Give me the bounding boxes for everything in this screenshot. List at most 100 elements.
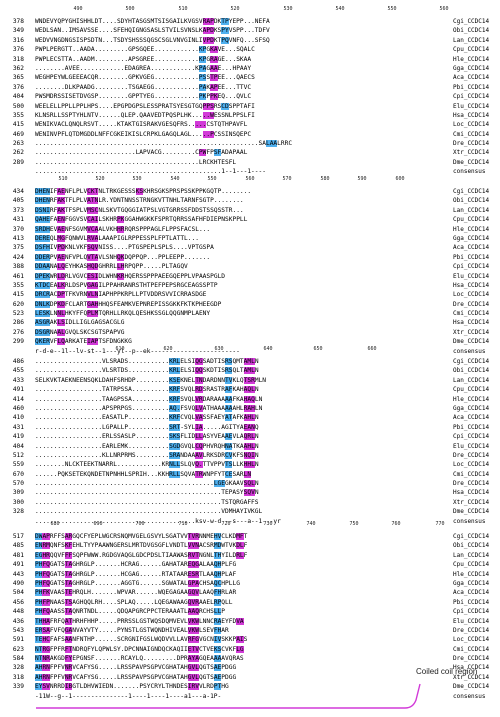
residue-position: 431: [12, 423, 24, 431]
sequence-text: DDAANALQEYHKASHQDGHRRLLHRPQPP.....PLTAGQ…: [35, 263, 188, 271]
position-ruler: 610 620 630 640 650 660: [0, 346, 500, 358]
sequence-row: 404 PWSMDRSSISETDVGSP........GPPTYEG.....…: [0, 92, 500, 101]
ruler-tick-label: 580: [320, 176, 330, 182]
residue-position: 448: [12, 608, 24, 616]
sequence-text: ..................KLLNRPRMS.........SRAN…: [35, 451, 259, 459]
sequence-row: 415 WENIKVACLQNQLRSVT.....KTAKTGISRAKVGES…: [0, 120, 500, 129]
sequence-name: Elu_CCDC14: [453, 442, 490, 450]
ruler-tick-label: 760: [391, 521, 401, 527]
sequence-name: Cmi_CCDC14: [453, 645, 490, 653]
sequence-text: DHENIFAENFLPLVCKTNLTRKGESSSKSKHRSGKSPRSP…: [35, 188, 252, 195]
sequence-row: 460 ..................APSPRPGS..........A…: [0, 404, 500, 413]
sequence-row: 490 PHFQGATSTAGHRGLP.......AGGTG......SGW…: [0, 579, 500, 588]
sequence-name: Dre_CCDC14: [453, 626, 490, 634]
sequence-name: Obi_CCDC14: [453, 367, 490, 375]
sequence-name: consensus: [453, 347, 486, 355]
sequence-row: 434 DHENIFAENFLPLVCKTNLTRKGESSSKSKHRSGKSP…: [0, 187, 500, 196]
sequence-row: 570.....................................…: [0, 479, 500, 488]
ruler-tick-label: 550: [207, 176, 217, 182]
sequence-row: 316 WEDVVNGDNGSISPSDTN...TSDYSHSSSQGSCSGL…: [0, 36, 500, 45]
sequence-row: 433 SELKVKTAEKNEENSQKLDAHFSRHDP.........K…: [0, 376, 500, 385]
sequence-row: 543 ERSAFVFQGANVAYVTY.....PYNSTLGSTWQNDHI…: [0, 626, 500, 635]
sequence-name: Cgi_CCDC14: [453, 188, 490, 195]
residue-position: 376: [12, 46, 24, 54]
sequence-name: Cpu_CCDC14: [453, 216, 490, 224]
sequence-name: Obi_CCDC14: [453, 27, 490, 35]
residue-position: 404: [12, 442, 24, 450]
residue-position: 318: [12, 55, 24, 63]
residue-position: 460: [12, 404, 24, 412]
ruler-tick-label: 600: [395, 176, 405, 182]
sequence-text: r-d-e--1l--lv-st--1---yl--p--ek---------…: [35, 347, 240, 355]
sequence-row: 376 PWPLPERGTT..AADA.........GPSGQEE.....…: [0, 45, 500, 54]
residue-position: 455: [12, 367, 24, 375]
sequence-text: WEELELLPPLLPPLHPS....EPGPDGPSLESSPRATSYE…: [35, 102, 255, 110]
sequence-row: 378 WNDEVYQPYGHISHHLDT....SDYHTASGSMTSISG…: [0, 17, 500, 26]
sequence-row: 419 ..................ERLSSASLP.........S…: [0, 432, 500, 441]
sequence-text: ..................EARLEMK...........SGDG…: [35, 442, 259, 450]
sequence-text: ERSAFVFQGANVAYVTY.....PYNSTLGSTWQNDHIVEA…: [35, 626, 229, 634]
sequence-text: ........................................…: [35, 140, 293, 148]
sequence-name: Hle_CCDC14: [453, 225, 490, 233]
residue-position: 375: [12, 244, 24, 252]
sequence-text: DSFHIVPDKNLVKFSQVNISS....PTGSPEPLSPLS...…: [35, 244, 214, 252]
sequence-name: Elu_CCDC14: [453, 102, 490, 110]
sequence-text: KLNSRLLSSPTYHLNTV......QLEP.QAAVEDTPQSPL…: [35, 111, 255, 119]
sequence-row: 436 THHAFRFQATHRHFHHP.....PRRSSLGSTWQSDQM…: [0, 617, 500, 626]
sequence-name: Hsa_CCDC14: [453, 319, 490, 327]
residue-position: 443: [12, 570, 24, 578]
sequence-row: 328 AHRNFPFVNRVCAFYSG.....LRSSPAVPSGPVCGH…: [0, 663, 500, 672]
sequence-row: 500 WEELELLPPLLPPLHPS....EPGPDGPSLESSPRAT…: [0, 102, 500, 111]
sequence-name: Hle_CCDC14: [453, 55, 490, 63]
sequence-name: Aca_CCDC14: [453, 244, 490, 252]
sequence-row: 415 DRCRACDPTFKVRNVLNIAPHPPKRPLLPTVDDRSVV…: [0, 290, 500, 299]
residue-position: 456: [12, 598, 24, 606]
sequence-name: Obi_CCDC14: [453, 197, 490, 205]
residue-position: 410: [12, 414, 24, 422]
residue-position: 491: [12, 561, 24, 569]
position-ruler: 680 690 700 710 720 730 740 750 760 770: [0, 521, 500, 533]
sequence-text: ........AVEE............EDAGREA.........…: [35, 64, 252, 72]
sequence-name: Cpi_CCDC14: [453, 433, 490, 441]
sequence-text: PHFQAASSTAQNRTNDL.....QDQAPGRCPPCTERAAAT…: [35, 608, 226, 616]
residue-position: 316: [12, 36, 24, 44]
sequence-text: QAHEFAENFGGVSVCAILSKHRPKGGAHWGKKFSPRTQRR…: [35, 216, 248, 224]
sequence-text: LESKLNNLHKYFFQPLMTQRHLLRKQLQESHKSSGLQQGN…: [35, 310, 211, 318]
sequence-row: 591 TEHCFAFSAANFNTHP......SCRGNIFGSLWQDVV…: [0, 635, 500, 644]
sequence-text: SELKVKTAEKNEENSQKLDAHFSRHDP.........KSEK…: [35, 376, 267, 384]
sequence-name: Aca_CCDC14: [453, 414, 490, 422]
residue-position: 419: [12, 433, 24, 441]
ruler-tick-label: 770: [435, 521, 445, 527]
residue-position: 434: [12, 188, 24, 195]
sequence-text: ..................EASATLP...........KRFC…: [35, 414, 259, 422]
sequence-name: Xtr_CCDC14: [453, 149, 490, 157]
sequence-row: 504 PHFKVAASTEHRQLH.......WPVAR......WQEG…: [0, 588, 500, 597]
sequence-row: 456 PHFPNAASTSAGHQQLRH....SPLAQ.....LQEGA…: [0, 598, 500, 607]
sequence-name: Lan_CCDC14: [453, 376, 490, 384]
ruler-tick-label: 730: [263, 521, 273, 527]
residue-position: 584: [12, 655, 24, 663]
residue-position: 365: [12, 74, 24, 82]
sequence-text: ..................TAAGPSSA..........KRFS…: [35, 395, 263, 403]
sequence-row: 431 QAHEFAENFGGVSVCAILSKHRPKGGAHWGKKFSPRT…: [0, 215, 500, 224]
sequence-name: Cgi_CCDC14: [453, 533, 490, 540]
sequence-name: Loc_CCDC14: [453, 461, 490, 469]
ruler-tick-label: 530: [283, 6, 293, 12]
sequence-text: ..................VLSRADS...........KRLE…: [35, 358, 259, 365]
sequence-row: 355 KLNSRLLSSPTYHLNTV......QLEP.QAAVEDTPQ…: [0, 111, 500, 120]
sequence-text: ASGRAKLSIDLLIGLGAGSACGLG: [35, 319, 125, 327]
sequence-text: EYSVNRRDIBGTLDHVWIEDN.......PSYCRYLTHNDE…: [35, 683, 229, 691]
sequence-name: Dre_CCDC14: [453, 480, 490, 488]
sequence-text: ........................................…: [35, 498, 259, 506]
ruler-tick-label: 650: [313, 346, 323, 352]
sequence-row: 559 ........NLCKTEEKTNARRL............KRN…: [0, 460, 500, 469]
residue-position: 339: [12, 683, 24, 691]
sequence-name: Elu_CCDC14: [453, 617, 490, 625]
sequence-name: Hsa_CCDC14: [453, 489, 490, 497]
sequence-row: 410 ..................EASATLP...........K…: [0, 413, 500, 422]
ruler-tick-label: 540: [170, 176, 180, 182]
sequence-row: 486 ..................VLSRADS...........K…: [0, 357, 500, 366]
ruler-tick-label: 720: [221, 521, 231, 527]
sequence-text: ........................................…: [35, 168, 266, 176]
coiled-coil-label: Coiled coil region: [416, 667, 478, 676]
